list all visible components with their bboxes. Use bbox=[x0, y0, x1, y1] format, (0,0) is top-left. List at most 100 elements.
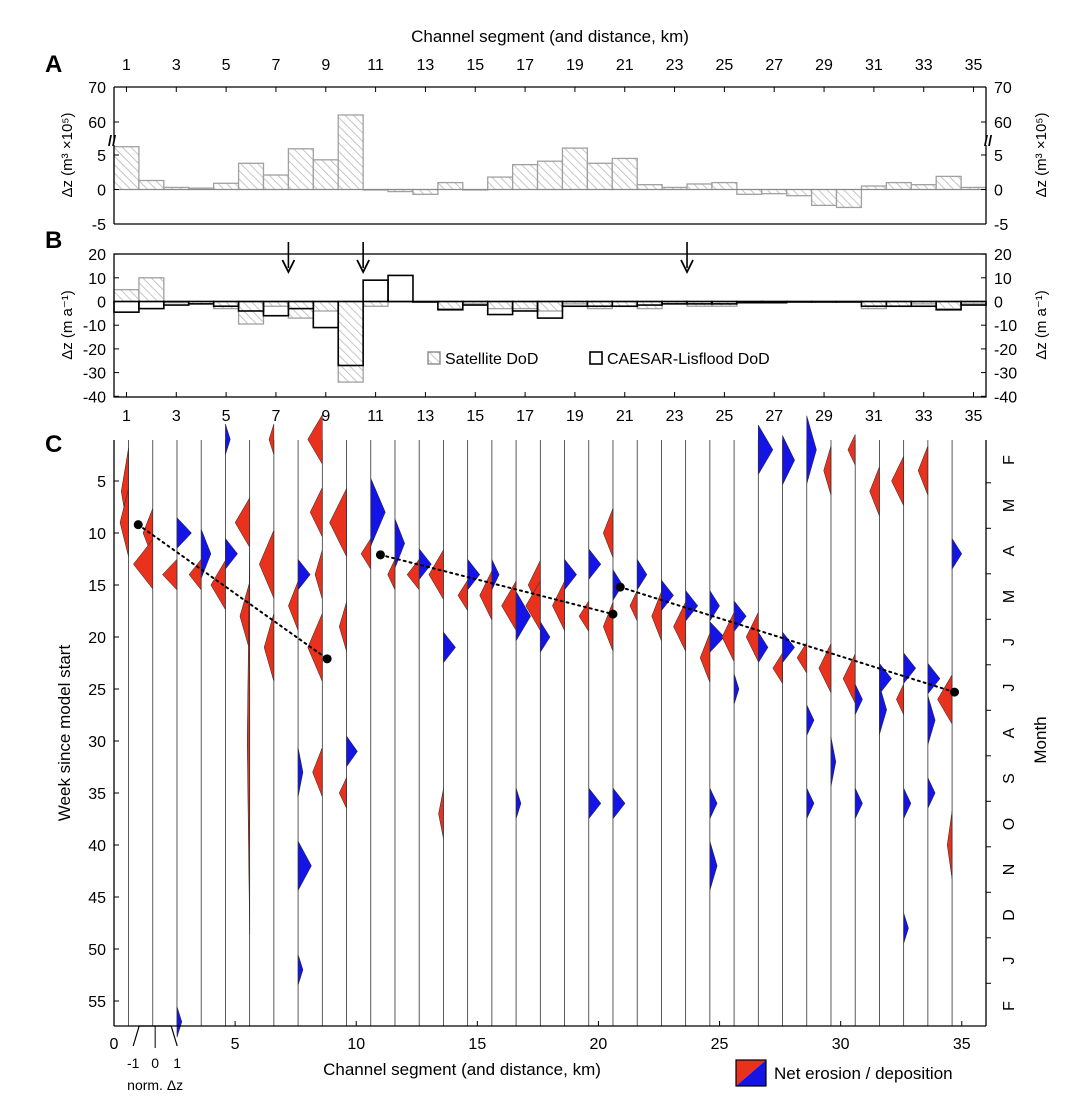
trace-seg-33-spike-3 bbox=[903, 787, 912, 819]
panel-b-arrow-head-0 bbox=[281, 259, 296, 275]
trace-seg-6-spike-0 bbox=[234, 496, 250, 549]
panel-b-ytick-label-left--40: -40 bbox=[83, 389, 106, 406]
trace-seg-19-spike-0 bbox=[564, 558, 577, 591]
panel-b-xtick-label-1: 1 bbox=[122, 408, 131, 425]
panel-b-ytick-label-left--20: -20 bbox=[83, 342, 106, 359]
trace-seg-25-spike-2 bbox=[699, 632, 711, 683]
bar-a-seg-8 bbox=[287, 148, 314, 191]
trace-seg-17 bbox=[501, 440, 531, 1026]
bar-a-seg-7 bbox=[262, 174, 290, 191]
panel-a-xtick-label-35: 35 bbox=[965, 57, 983, 74]
trace-seg-11-spike-0 bbox=[370, 478, 386, 547]
trace-seg-26-spike-2 bbox=[733, 673, 740, 705]
peak-dot-2-start bbox=[615, 582, 625, 592]
panel-b-ytick-label-right--20: -20 bbox=[994, 342, 1017, 359]
bar-a-seg-20 bbox=[586, 162, 613, 191]
panel-c-ytick-label-30: 30 bbox=[88, 734, 106, 751]
panel-c-ytick-label-40: 40 bbox=[88, 838, 106, 855]
panel-b-xtick-label-13: 13 bbox=[417, 408, 435, 425]
panel-a-xtick-label-31: 31 bbox=[865, 57, 883, 74]
scale-bar-tick-1: 0 bbox=[151, 1055, 159, 1071]
trace-seg-7-spike-2 bbox=[263, 613, 275, 682]
panel-b-xtick-label-17: 17 bbox=[516, 408, 534, 425]
bar-a-seg-27 bbox=[761, 188, 788, 195]
trace-seg-21-spike-2 bbox=[603, 601, 614, 652]
panel-a-xtick-label-21: 21 bbox=[616, 57, 634, 74]
trace-seg-11 bbox=[360, 440, 386, 1026]
panel-b-xtick-label-19: 19 bbox=[566, 408, 584, 425]
panel-b-arrow-head-2 bbox=[680, 259, 694, 275]
trace-seg-27-spike-2 bbox=[758, 631, 769, 664]
month-label-4: J bbox=[1001, 638, 1018, 646]
panel-b-ytick-label-right--10: -10 bbox=[994, 318, 1017, 335]
trace-seg-33-spike-4 bbox=[903, 912, 909, 944]
panel-b-ytick-label-left--10: -10 bbox=[83, 318, 106, 335]
panel-c-label: C bbox=[45, 431, 62, 458]
panel-a-xtick-label-7: 7 bbox=[271, 57, 280, 74]
trace-seg-34-spike-2 bbox=[927, 695, 936, 745]
legend-deposition-swatch bbox=[736, 1060, 766, 1086]
panel-c-xlabel: Channel segment (and distance, km) bbox=[323, 1060, 601, 1079]
bar-a-seg-18 bbox=[536, 160, 564, 191]
trace-seg-8-spike-1 bbox=[288, 580, 299, 631]
trace-seg-35-spike-2 bbox=[946, 810, 953, 880]
bar-b-model-seg-11 bbox=[362, 279, 389, 303]
trace-seg-19-spike-1 bbox=[552, 580, 565, 631]
panel-a-xtick-label-17: 17 bbox=[516, 57, 534, 74]
panel-a-top-axis-title: Channel segment (and distance, km) bbox=[411, 27, 689, 46]
trace-seg-28-spike-0 bbox=[782, 435, 795, 486]
bar-b-satellite-seg-10 bbox=[337, 300, 364, 383]
panel-a-xtick-label-13: 13 bbox=[417, 57, 435, 74]
bar-a-seg-32 bbox=[885, 181, 912, 191]
panel-b-xtick-label-15: 15 bbox=[466, 408, 484, 425]
trace-seg-7-spike-0 bbox=[268, 423, 275, 455]
trace-seg-26 bbox=[721, 440, 747, 1026]
trace-seg-2-spike-1 bbox=[133, 538, 154, 590]
panel-a-xtick-label-27: 27 bbox=[765, 57, 783, 74]
trace-seg-28-spike-1 bbox=[782, 631, 795, 664]
panel-b-xtick-label-25: 25 bbox=[716, 408, 734, 425]
trace-seg-14-spike-1 bbox=[443, 631, 456, 664]
panel-a-xtick-label-15: 15 bbox=[466, 57, 484, 74]
panel-c-xtick-label-15: 15 bbox=[468, 1036, 486, 1053]
trace-seg-25-spike-4 bbox=[709, 841, 718, 891]
bar-b-satellite-seg-5 bbox=[213, 300, 240, 310]
bar-b-satellite-seg-8 bbox=[287, 300, 314, 319]
panel-b-xtick-label-27: 27 bbox=[765, 408, 783, 425]
bar-b-satellite-seg-1 bbox=[113, 288, 140, 303]
trace-seg-28-spike-2 bbox=[772, 651, 783, 685]
panel-a-ylabel-right: Δz (m³ ×10⁵) bbox=[1033, 112, 1050, 197]
trace-seg-14-spike-0 bbox=[428, 548, 444, 601]
trace-seg-33-spike-2 bbox=[896, 683, 904, 715]
trace-seg-9-spike-4 bbox=[312, 747, 323, 798]
panel-a-ytick-label-right-0: 0 bbox=[994, 183, 1003, 200]
panel-a-xtick-label-19: 19 bbox=[566, 57, 584, 74]
trace-seg-4-spike-1 bbox=[188, 558, 202, 591]
scale-bar-tick-0: -1 bbox=[127, 1055, 140, 1071]
trace-seg-15-spike-1 bbox=[457, 579, 468, 612]
panel-a-xtick-label-33: 33 bbox=[915, 57, 933, 74]
panel-a-xtick-label-11: 11 bbox=[367, 57, 384, 74]
peak-line-2 bbox=[619, 586, 956, 694]
trace-seg-9 bbox=[307, 413, 323, 1026]
trace-seg-34 bbox=[917, 440, 941, 1026]
bar-a-seg-33 bbox=[910, 184, 937, 191]
peak-dot-2-end bbox=[950, 687, 960, 697]
trace-seg-18-spike-2 bbox=[540, 620, 551, 654]
panel-a-ytick-label-left-60: 60 bbox=[88, 115, 106, 132]
panel-c-ytick-label-5: 5 bbox=[97, 474, 106, 491]
panel-a: A Channel segment (and distance, km) // // -… bbox=[45, 27, 1050, 234]
panel-a-ytick-label-right-70: 70 bbox=[994, 80, 1012, 97]
trace-seg-31-spike-3 bbox=[854, 787, 863, 819]
panel-a-ylabel-left: Δz (m³ ×10⁵) bbox=[59, 112, 76, 197]
bar-b-satellite-seg-9 bbox=[312, 300, 339, 312]
trace-seg-4 bbox=[188, 440, 212, 1026]
trace-seg-5-spike-1 bbox=[225, 537, 238, 570]
bar-b-satellite-seg-14 bbox=[437, 300, 464, 310]
panel-b-ylabel-left: Δz (m a⁻¹) bbox=[59, 290, 76, 360]
trace-seg-18 bbox=[525, 440, 551, 1026]
trace-seg-22-spike-0 bbox=[636, 558, 648, 591]
trace-seg-15-spike-0 bbox=[467, 558, 481, 591]
trace-seg-2 bbox=[133, 440, 154, 1026]
trace-seg-23 bbox=[651, 440, 674, 1026]
